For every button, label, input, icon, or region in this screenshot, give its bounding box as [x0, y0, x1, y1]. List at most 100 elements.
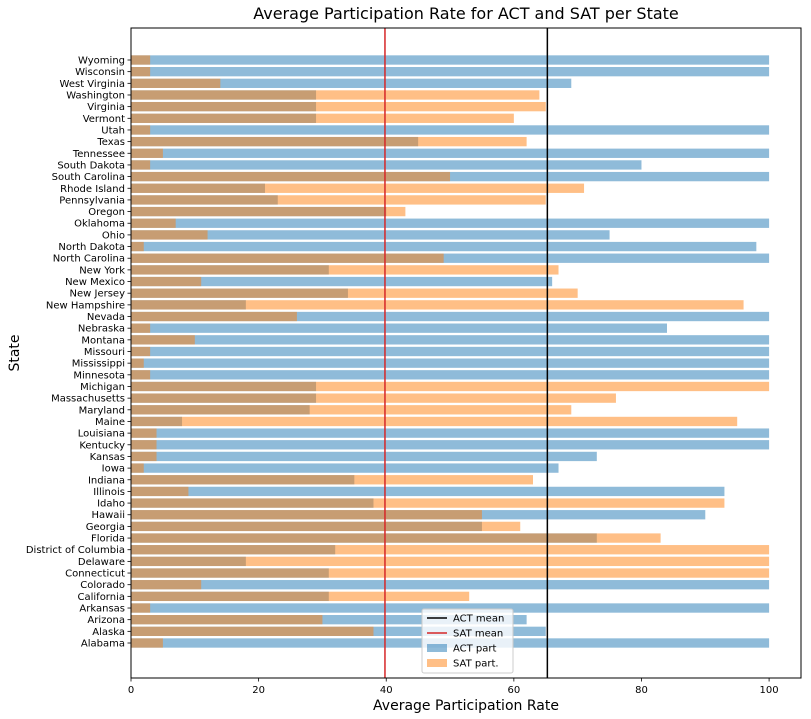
- bar-sat-part-wyoming: [131, 55, 150, 64]
- bar-sat-part-california: [131, 592, 469, 601]
- x-tick-label: 60: [507, 685, 520, 696]
- bar-sat-part-vermont: [131, 114, 514, 123]
- legend-label-sat-mean: SAT mean: [453, 629, 503, 640]
- bar-sat-part-oklahoma: [131, 219, 176, 228]
- bar-sat-part-hawaii: [131, 510, 482, 519]
- bar-act-part-nebraska: [131, 324, 667, 333]
- legend-label-sat-part: SAT part.: [453, 659, 499, 670]
- y-tick-label: Virginia: [87, 102, 125, 113]
- legend-swatch-sat-part: [427, 659, 447, 667]
- bar-act-part-north-dakota: [131, 242, 756, 251]
- y-tick-label: New Mexico: [65, 277, 125, 288]
- y-tick-label: Nebraska: [78, 324, 125, 335]
- bar-sat-part-south-dakota: [131, 160, 150, 169]
- bar-sat-part-new-hampshire: [131, 300, 744, 309]
- bar-sat-part-pennsylvania: [131, 195, 546, 204]
- bar-sat-part-tennessee: [131, 149, 163, 158]
- y-tick-label: Idaho: [97, 499, 125, 510]
- x-tick-label: 20: [252, 685, 265, 696]
- legend-label-act-mean: ACT mean: [453, 614, 504, 625]
- bar-sat-part-north-carolina: [131, 254, 444, 263]
- y-tick-label: Indiana: [88, 475, 125, 486]
- bar-act-part-minnesota: [131, 370, 769, 379]
- y-tick-label: District of Columbia: [26, 545, 125, 556]
- y-tick-label: North Carolina: [53, 254, 125, 265]
- bar-sat-part-utah: [131, 125, 150, 134]
- bar-act-part-utah: [131, 125, 769, 134]
- y-tick-label: Oregon: [88, 207, 125, 218]
- bar-sat-part-north-dakota: [131, 242, 144, 251]
- y-tick-label: Louisiana: [78, 429, 125, 440]
- y-tick-label: Iowa: [102, 464, 125, 475]
- x-tick-label: 80: [635, 685, 648, 696]
- bar-sat-part-nevada: [131, 312, 297, 321]
- y-tick-label: North Dakota: [58, 242, 125, 253]
- bar-sat-part-maine: [131, 417, 737, 426]
- bar-sat-part-iowa: [131, 463, 144, 472]
- bar-sat-part-montana: [131, 335, 195, 344]
- bar-sat-part-florida: [131, 533, 661, 542]
- bar-act-part-colorado: [131, 580, 769, 589]
- bar-sat-part-mississippi: [131, 358, 144, 367]
- y-tick-label: New Hampshire: [46, 300, 125, 311]
- bar-sat-part-colorado: [131, 580, 201, 589]
- bar-sat-part-alaska: [131, 627, 373, 636]
- x-tick-label: 40: [380, 685, 393, 696]
- y-tick-label: Florida: [91, 534, 125, 545]
- bar-act-part-kentucky: [131, 440, 769, 449]
- y-tick-label: Kentucky: [79, 440, 125, 451]
- bar-sat-part-new-jersey: [131, 289, 578, 298]
- y-tick-label: Oklahoma: [74, 219, 125, 230]
- y-tick-label: Minnesota: [73, 370, 125, 381]
- bar-act-part-tennessee: [131, 149, 769, 158]
- y-tick-label: Massachusetts: [51, 394, 125, 405]
- bar-sat-part-illinois: [131, 487, 188, 496]
- y-tick-label: Utah: [101, 125, 125, 136]
- y-tick-label: Hawaii: [91, 510, 125, 521]
- y-tick-label: South Dakota: [57, 160, 125, 171]
- bar-sat-part-missouri: [131, 347, 150, 356]
- bar-sat-part-indiana: [131, 475, 533, 484]
- y-tick-label: New Jersey: [70, 289, 126, 300]
- bar-sat-part-kansas: [131, 452, 157, 461]
- bar-act-part-montana: [131, 335, 769, 344]
- y-tick-label: Alaska: [92, 627, 125, 638]
- y-tick-label: South Carolina: [52, 172, 125, 183]
- x-tick-label: 0: [128, 685, 134, 696]
- bar-sat-part-district-of-columbia: [131, 545, 769, 554]
- bar-act-part-illinois: [131, 487, 724, 496]
- bar-act-part-wyoming: [131, 55, 769, 64]
- bar-sat-part-delaware: [131, 557, 769, 566]
- y-tick-layer: AlabamaAlaskaArizonaArkansasCaliforniaCo…: [26, 56, 131, 650]
- y-tick-label: Alabama: [81, 639, 125, 650]
- bar-sat-part-new-york: [131, 265, 559, 274]
- y-tick-label: Illinois: [93, 487, 125, 498]
- bar-sat-part-oregon: [131, 207, 405, 216]
- bar-act-part-missouri: [131, 347, 769, 356]
- bar-sat-part-louisiana: [131, 428, 157, 437]
- bar-act-part-mississippi: [131, 358, 769, 367]
- y-tick-label: California: [78, 592, 126, 603]
- x-tick-label: 100: [760, 685, 779, 696]
- bar-act-part-oklahoma: [131, 219, 769, 228]
- y-tick-label: Pennsylvania: [59, 195, 125, 206]
- bar-sat-part-massachusetts: [131, 393, 616, 402]
- legend-label-act-part: ACT part: [453, 644, 497, 655]
- y-tick-label: Connecticut: [65, 569, 125, 580]
- y-tick-label: Missouri: [84, 347, 125, 358]
- bar-act-part-louisiana: [131, 428, 769, 437]
- bar-sat-part-nebraska: [131, 324, 150, 333]
- y-tick-label: Ohio: [102, 230, 125, 241]
- bar-act-part-iowa: [131, 463, 559, 472]
- bar-act-part-kansas: [131, 452, 597, 461]
- y-tick-label: Rhode Island: [60, 184, 125, 195]
- y-axis-label: State: [7, 334, 23, 371]
- y-tick-label: Wyoming: [78, 56, 125, 67]
- bar-sat-part-wisconsin: [131, 67, 150, 76]
- bar-sat-part-connecticut: [131, 568, 769, 577]
- x-axis-label: Average Participation Rate: [373, 698, 559, 714]
- y-tick-label: Maryland: [79, 405, 125, 416]
- bar-sat-part-rhode-island: [131, 184, 584, 193]
- y-tick-label: Mississippi: [72, 359, 125, 370]
